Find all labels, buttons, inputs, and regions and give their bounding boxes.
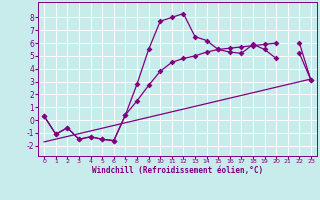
X-axis label: Windchill (Refroidissement éolien,°C): Windchill (Refroidissement éolien,°C) [92,166,263,175]
